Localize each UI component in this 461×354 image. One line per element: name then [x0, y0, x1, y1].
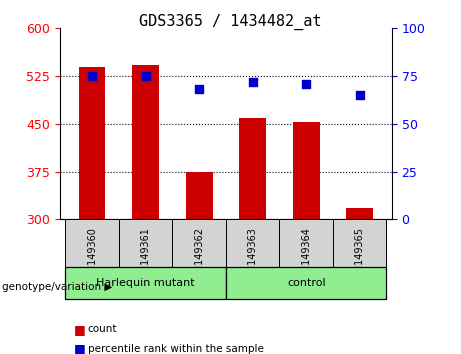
Bar: [79, 67, 106, 219]
Text: GSM149364: GSM149364: [301, 227, 311, 286]
FancyBboxPatch shape: [226, 219, 279, 267]
Point: [195, 87, 203, 92]
Bar: [132, 65, 159, 219]
Point: [249, 79, 256, 85]
Bar: [186, 172, 213, 219]
Point: [356, 92, 363, 98]
Point: [142, 73, 149, 79]
Text: GSM149360: GSM149360: [87, 227, 97, 286]
Text: ■: ■: [74, 342, 85, 354]
FancyBboxPatch shape: [65, 267, 226, 299]
Point: [302, 81, 310, 87]
Text: control: control: [287, 278, 325, 288]
Text: percentile rank within the sample: percentile rank within the sample: [88, 344, 264, 354]
Text: genotype/variation ▶: genotype/variation ▶: [2, 282, 112, 292]
Text: count: count: [88, 324, 117, 334]
Bar: [346, 208, 373, 219]
Text: GDS3365 / 1434482_at: GDS3365 / 1434482_at: [139, 14, 322, 30]
Text: GSM149361: GSM149361: [141, 227, 151, 286]
Text: GSM149363: GSM149363: [248, 227, 258, 286]
Text: GSM149362: GSM149362: [194, 227, 204, 286]
Text: ■: ■: [74, 323, 85, 336]
FancyBboxPatch shape: [65, 219, 119, 267]
Text: GSM149365: GSM149365: [355, 227, 365, 286]
FancyBboxPatch shape: [119, 219, 172, 267]
FancyBboxPatch shape: [333, 219, 386, 267]
Bar: [293, 122, 319, 219]
Point: [89, 73, 96, 79]
Bar: [239, 118, 266, 219]
FancyBboxPatch shape: [226, 267, 386, 299]
Text: Harlequin mutant: Harlequin mutant: [96, 278, 195, 288]
FancyBboxPatch shape: [172, 219, 226, 267]
FancyBboxPatch shape: [279, 219, 333, 267]
